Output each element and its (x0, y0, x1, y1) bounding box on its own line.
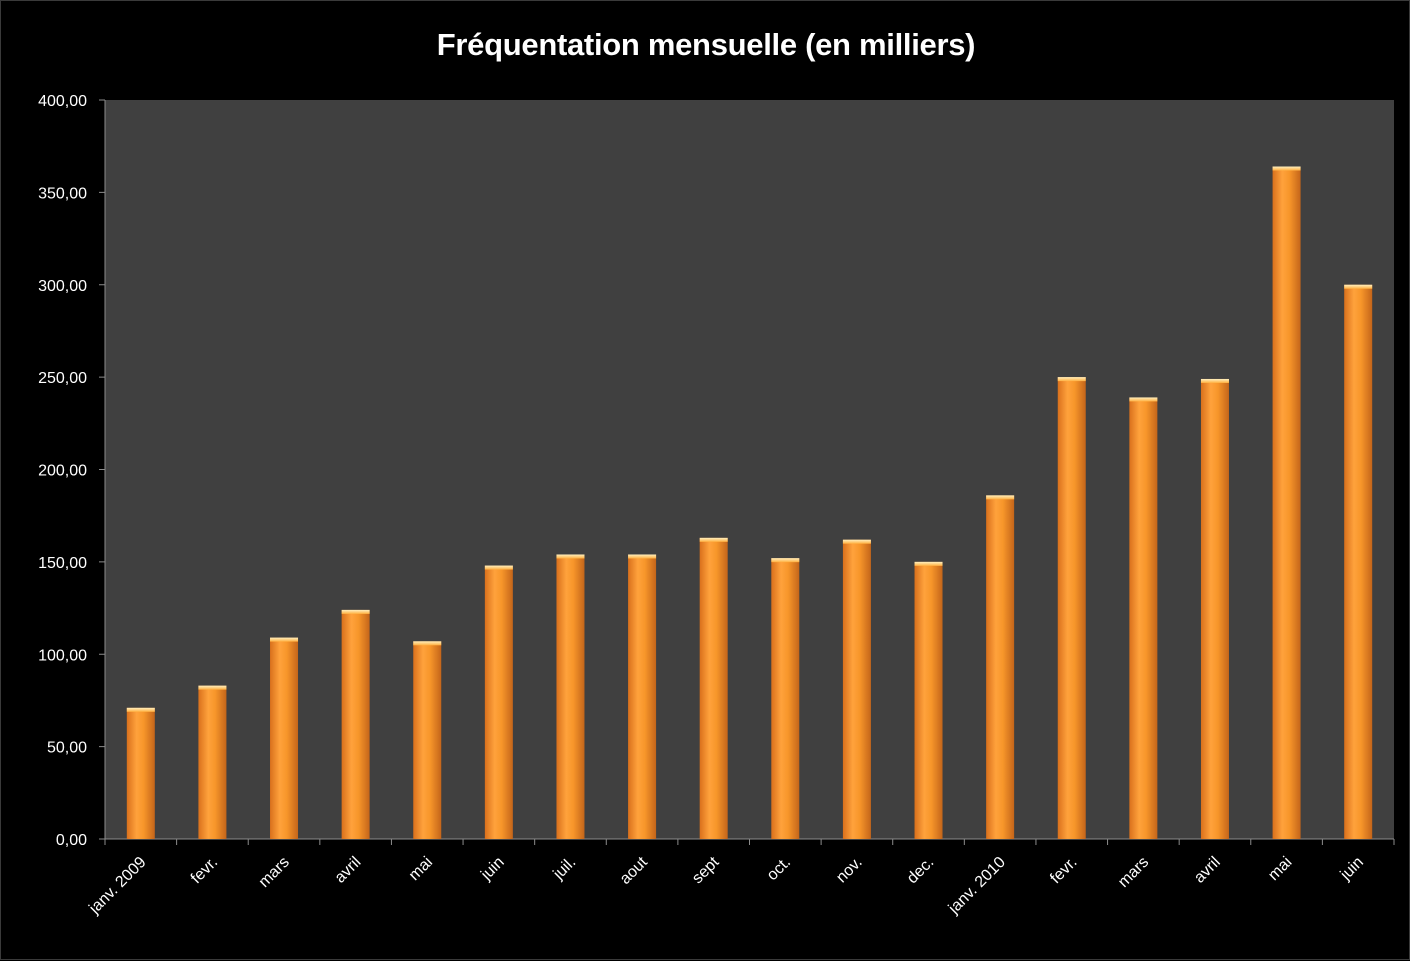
bar-body (126, 707, 155, 839)
bar (1344, 284, 1373, 839)
x-tick-label: avril (332, 854, 365, 887)
x-tick-label: juil. (550, 854, 580, 884)
bar-top-highlight (771, 558, 800, 563)
y-tick-label: 50,00 (47, 740, 87, 757)
bar-body (1057, 377, 1086, 839)
bar (1200, 378, 1229, 839)
x-tick-label: nov. (833, 854, 866, 887)
y-tick-label: 300,00 (38, 278, 87, 295)
bar-top-highlight (1272, 166, 1301, 171)
bar-body (198, 685, 227, 839)
bar (198, 685, 227, 839)
y-tick-label: 250,00 (38, 370, 87, 387)
x-tick-label: oct. (764, 854, 794, 884)
x-tick-label: mai (406, 854, 436, 884)
bar (270, 637, 299, 839)
bar-body (914, 561, 943, 839)
bar (341, 609, 370, 839)
bar-body (556, 554, 585, 839)
bar (126, 707, 155, 839)
x-tick-label: juin (477, 854, 507, 884)
bar-top-highlight (341, 609, 370, 614)
bar-body (413, 641, 442, 839)
x-tick-label: janv. 2009 (86, 854, 150, 918)
bar-top-highlight (126, 707, 155, 712)
x-tick-label: avril (1191, 854, 1224, 887)
bar (914, 561, 943, 839)
plot-area (105, 100, 1394, 839)
bar (699, 537, 728, 839)
bar-top-highlight (413, 641, 442, 646)
y-tick-label: 0,00 (56, 832, 87, 849)
bar-body (628, 554, 657, 839)
bars (126, 166, 1373, 839)
bar-body (484, 565, 513, 839)
x-tick-label: aout (617, 853, 651, 887)
x-tick-label: mai (1265, 854, 1295, 884)
bar-body (771, 558, 800, 839)
x-tick-label: fevr. (1047, 854, 1080, 887)
bar-top-highlight (842, 539, 871, 544)
bar-top-highlight (270, 637, 299, 642)
bar (628, 554, 657, 839)
bar-top-highlight (986, 495, 1015, 500)
bar-body (1200, 378, 1229, 839)
y-tick-label: 100,00 (38, 647, 87, 664)
bar-body (341, 609, 370, 839)
bar-body (1344, 284, 1373, 839)
x-tick-label: juin (1337, 854, 1367, 884)
bar-body (1129, 397, 1158, 839)
bar (1272, 166, 1301, 839)
bar-body (1272, 166, 1301, 839)
bar (413, 641, 442, 839)
bar-top-highlight (699, 537, 728, 542)
bar-top-highlight (198, 685, 227, 690)
bar (986, 495, 1015, 839)
x-tick-label: mars (1115, 854, 1152, 891)
bar-body (986, 495, 1015, 839)
x-tick-label: sept (689, 853, 723, 887)
bar-top-highlight (556, 554, 585, 559)
y-tick-label: 350,00 (38, 185, 87, 202)
bar (1129, 397, 1158, 839)
x-tick-label: dec. (904, 854, 937, 887)
bar-body (699, 537, 728, 839)
y-tick-label: 400,00 (38, 93, 87, 110)
bar-top-highlight (1344, 284, 1373, 289)
bar-top-highlight (1200, 378, 1229, 383)
x-axis-ticks: janv. 2009 fevr. mars avril mai juin juil. aout… (86, 839, 1395, 918)
x-tick-label: janv. 2010 (945, 854, 1009, 918)
bar-top-highlight (1129, 397, 1158, 402)
bar (771, 558, 800, 839)
bar-top-highlight (1057, 377, 1086, 382)
x-tick-label: fevr. (188, 854, 221, 887)
bar (842, 539, 871, 839)
bar-body (842, 539, 871, 839)
chart-title: Fréquentation mensuelle (en milliers) (436, 27, 976, 62)
bar-top-highlight (484, 565, 513, 570)
bar-top-highlight (628, 554, 657, 559)
bar-top-highlight (914, 561, 943, 566)
y-tick-label: 150,00 (38, 555, 87, 572)
bar (484, 565, 513, 839)
bar-body (270, 637, 299, 839)
bar (556, 554, 585, 839)
bar (1057, 377, 1086, 839)
x-tick-label: mars (256, 854, 293, 891)
y-axis-ticks: 0,00 50,00 100,00 150,00 200,00 250,00 300,00 3… (38, 93, 105, 849)
y-tick-label: 200,00 (38, 463, 87, 480)
